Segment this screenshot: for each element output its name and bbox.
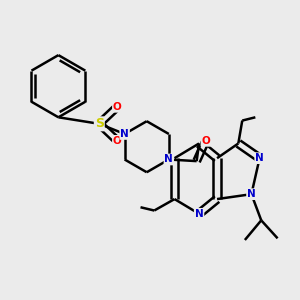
Text: N: N: [195, 209, 203, 219]
Text: S: S: [95, 117, 104, 130]
Text: O: O: [113, 102, 122, 112]
Text: O: O: [113, 136, 122, 146]
Text: N: N: [164, 154, 173, 164]
Text: N: N: [255, 153, 264, 163]
Text: O: O: [201, 136, 210, 146]
Text: N: N: [120, 129, 129, 139]
Text: N: N: [247, 189, 256, 199]
